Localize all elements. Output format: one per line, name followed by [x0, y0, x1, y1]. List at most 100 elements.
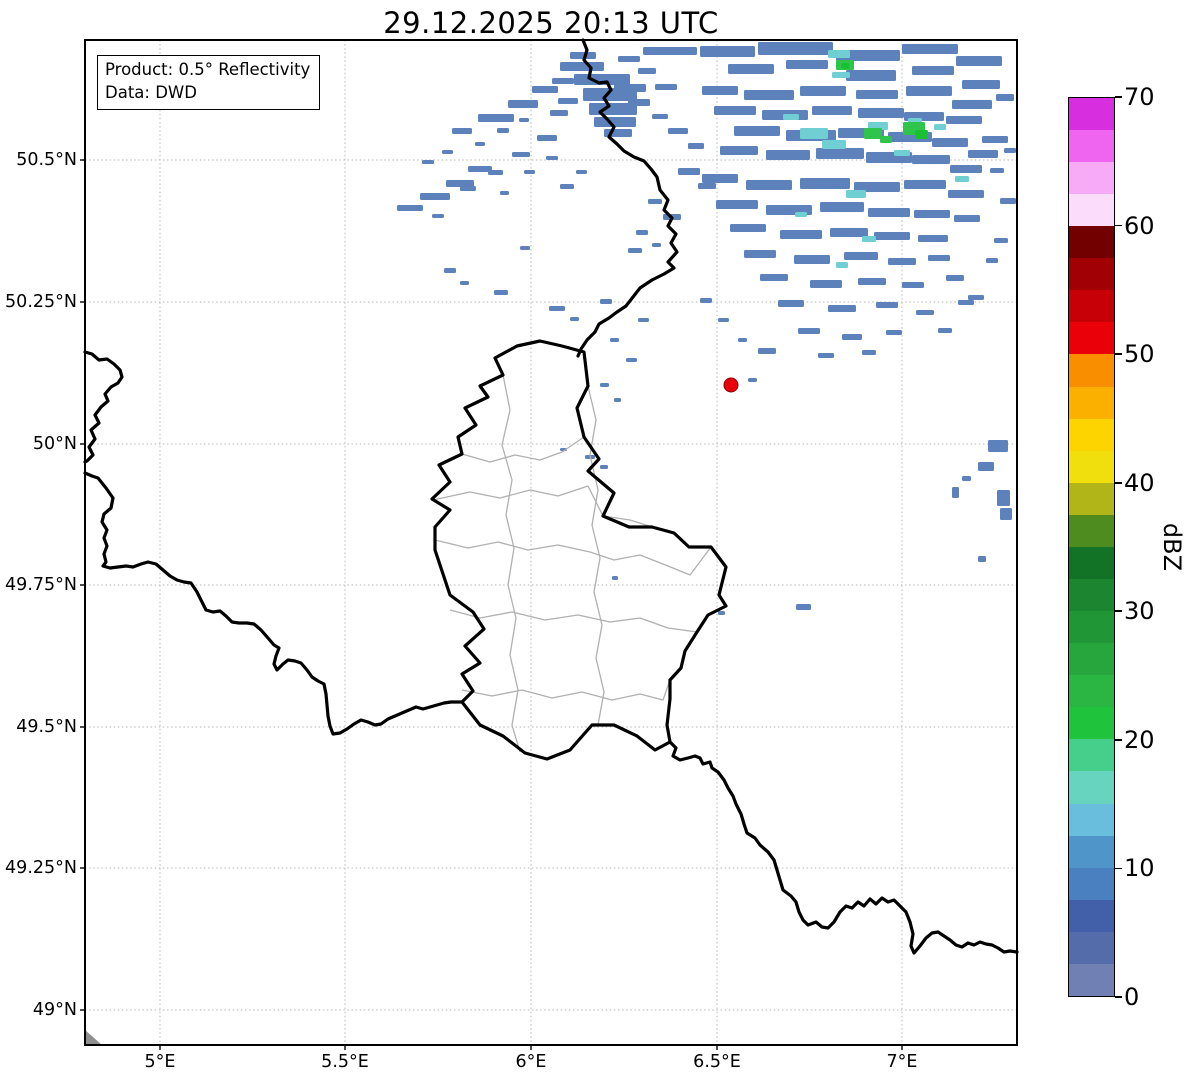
echo-patch [997, 490, 1010, 506]
echo-patch [494, 290, 508, 295]
echo-patch [628, 248, 642, 253]
echo-patch [996, 94, 1014, 101]
echo-patch [638, 318, 649, 322]
echo-patch [990, 168, 1004, 173]
echo-patch [744, 90, 794, 100]
echo-patch [886, 330, 902, 335]
admin-border [434, 539, 712, 576]
echo-patch [844, 252, 878, 260]
echo-patch [716, 200, 758, 209]
echo-patch [519, 118, 529, 122]
echo-patch [524, 170, 535, 174]
x-tick-label: 6°E [515, 1052, 547, 1072]
x-tick-label: 6.5°E [693, 1052, 741, 1072]
admin-border [461, 679, 671, 701]
echo-patch [718, 611, 725, 615]
echo-patch [432, 214, 444, 218]
echo-patch [962, 476, 971, 481]
echo-patch [638, 68, 656, 74]
echo-patch [912, 155, 950, 164]
echo-patch [952, 487, 959, 498]
info-box: Product: 0.5° Reflectivity Data: DWD [97, 55, 321, 110]
echo-patch [950, 165, 982, 173]
admin-border [501, 374, 521, 753]
echo-patch [643, 47, 697, 55]
echo-patch [854, 182, 900, 192]
echo-patch [636, 230, 648, 235]
echo-patch [497, 128, 509, 133]
echo-patch [786, 60, 828, 69]
echo-patch [858, 108, 904, 118]
echo-patch [748, 378, 757, 382]
echo-patch [842, 334, 862, 340]
echo-patch [594, 117, 636, 127]
echo-patch [500, 191, 509, 195]
echo-patch [700, 46, 755, 57]
echo-patch [560, 62, 604, 71]
echo-patch [718, 318, 729, 322]
country-border [576, 38, 679, 358]
echo-patch [576, 170, 587, 174]
admin-border [587, 385, 605, 726]
echo-patch [836, 50, 900, 61]
echo-patch [988, 440, 1008, 452]
echo-patch [938, 328, 952, 333]
echo-patch [968, 150, 998, 158]
echo-patch [986, 258, 998, 263]
x-tick-label: 5.5°E [321, 1052, 369, 1072]
echo-patch [994, 238, 1008, 243]
colorbar-tick-mark [1115, 867, 1122, 870]
echo-patch [760, 274, 788, 281]
echo-patch [652, 243, 661, 247]
echo-patch [702, 86, 738, 95]
country-borders [83, 38, 1019, 955]
echo-patch [916, 310, 934, 315]
echo-patch [758, 348, 776, 354]
echo-patch [962, 80, 1000, 89]
echo-patch [856, 90, 898, 99]
echo-patch [800, 128, 828, 139]
y-tick-label: 49°N [32, 1000, 77, 1020]
colorbar-tick-label: 0 [1124, 983, 1140, 1011]
colorbar-segment [1069, 322, 1114, 355]
echo-patch [626, 358, 637, 362]
colorbar-tick-mark [1115, 353, 1122, 355]
echo-patch [468, 166, 492, 172]
echo-patch [648, 199, 662, 204]
echo-patch [446, 180, 474, 187]
echo-patch [738, 338, 747, 342]
echo-patch [537, 135, 557, 141]
echo-patch [512, 152, 530, 157]
x-tick-label: 5°E [144, 1052, 176, 1072]
colorbar-segment [1069, 771, 1114, 804]
colorbar-tick-mark [1115, 224, 1122, 227]
echo-patch [730, 224, 766, 232]
echo-patch [968, 295, 984, 300]
colorbar-segment [1069, 418, 1114, 451]
echo-patch [816, 148, 864, 159]
y-tick-label: 49.25°N [5, 858, 77, 878]
admin-borders [432, 374, 712, 753]
echo-patch [820, 202, 864, 212]
echo-patch [862, 236, 876, 242]
colorbar-tick-label: 20 [1124, 725, 1155, 754]
admin-border [432, 485, 604, 517]
echo-patch [520, 246, 530, 250]
echo-patch [818, 353, 834, 358]
echo-patch [912, 66, 954, 75]
echo-patch [728, 64, 774, 74]
colorbar-segment [1069, 482, 1114, 515]
info-box-product: Product: 0.5° Reflectivity [105, 60, 311, 79]
echo-patch [846, 190, 866, 198]
country-border [430, 339, 728, 761]
echo-patch [958, 300, 974, 305]
colorbar-segment [1069, 899, 1114, 932]
echo-patch [906, 86, 952, 96]
echo-patch [928, 255, 950, 261]
echo-patch [914, 210, 950, 218]
colorbar-segment [1069, 97, 1114, 130]
echo-patch [720, 146, 758, 155]
colorbar-tick-label: 40 [1124, 468, 1155, 497]
echo-patch [1000, 508, 1012, 520]
echo-patch [570, 52, 596, 59]
